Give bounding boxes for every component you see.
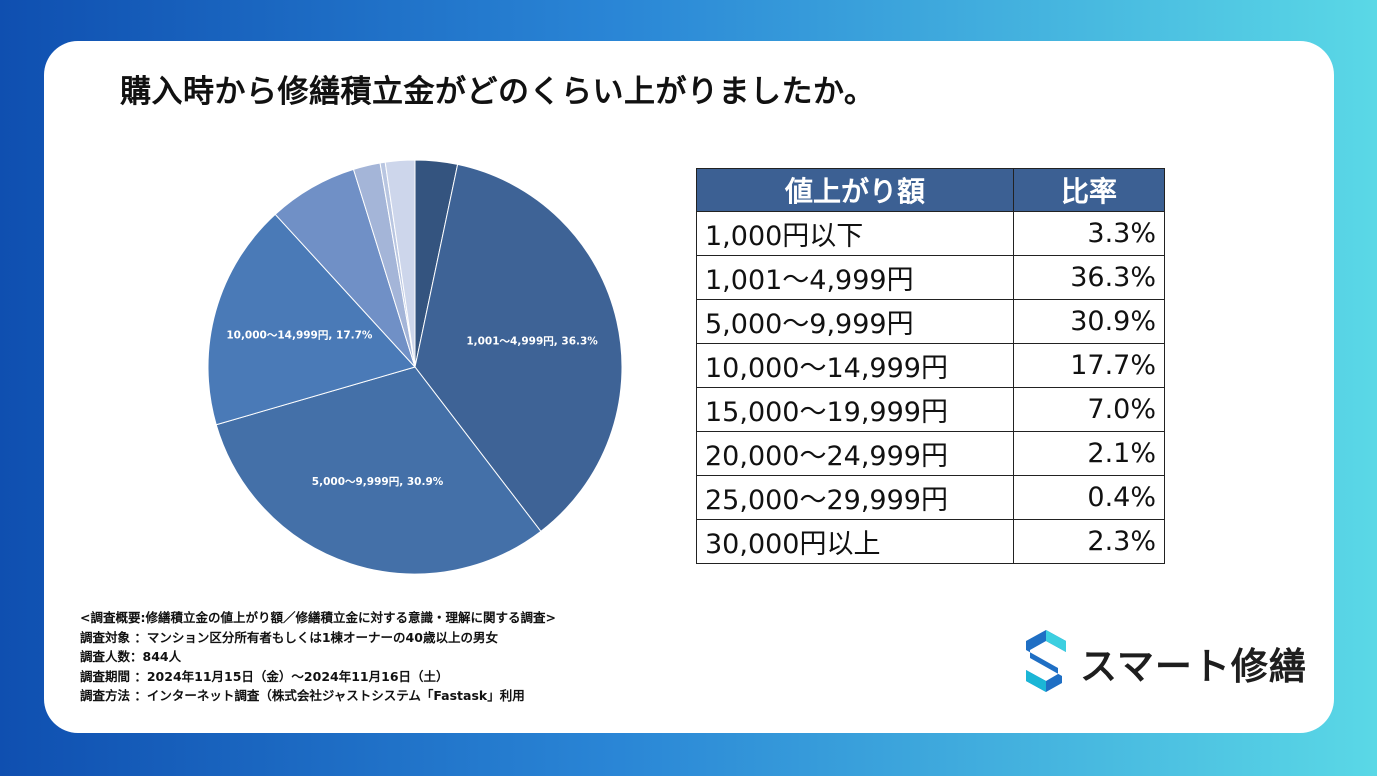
pie-chart: 1,001～4,999円, 36.3% 5,000～9,999円, 30.9% 10… bbox=[207, 159, 623, 575]
page-title: 購入時から修繕積立金がどのくらい上がりましたか。 bbox=[120, 74, 876, 110]
table-row: 1,000円以下 3.3% bbox=[696, 211, 1165, 256]
cell-range: 1,001～4,999円 bbox=[696, 255, 1014, 300]
notes-heading: <調査概要:修繕積立金の値上がり額／修繕積立金に対する意識・理解に関する調査> bbox=[80, 610, 556, 625]
cell-range: 1,000円以下 bbox=[696, 211, 1014, 256]
cell-ratio: 2.3% bbox=[1013, 519, 1165, 564]
pie-slice bbox=[414, 163, 623, 533]
cell-range: 10,000～14,999円 bbox=[696, 343, 1014, 388]
table-row: 15,000～19,999円 7.0% bbox=[696, 387, 1165, 432]
cell-ratio: 36.3% bbox=[1013, 255, 1165, 300]
cell-ratio: 17.7% bbox=[1013, 343, 1165, 388]
cell-range: 15,000～19,999円 bbox=[696, 387, 1014, 432]
table-row: 10,000～14,999円 17.7% bbox=[696, 343, 1165, 388]
table-row: 1,001～4,999円 36.3% bbox=[696, 255, 1165, 300]
pie-slice bbox=[384, 159, 416, 368]
pie-slice bbox=[215, 366, 542, 575]
table-row: 20,000～24,999円 2.1% bbox=[696, 431, 1165, 476]
pie-data-label: 1,001～4,999円, 36.3% bbox=[466, 335, 598, 347]
header-amount: 値上がり額 bbox=[696, 168, 1014, 212]
table-row: 5,000～9,999円 30.9% bbox=[696, 299, 1165, 344]
cell-ratio: 30.9% bbox=[1013, 299, 1165, 344]
logo-text: スマート修繕 bbox=[1080, 645, 1307, 688]
pie-data-label: 5,000～9,999円, 30.9% bbox=[312, 476, 444, 488]
table-row: 25,000～29,999円 0.4% bbox=[696, 475, 1165, 520]
pie-data-label: 10,000～14,999円, 17.7% bbox=[226, 330, 373, 342]
cell-range: 25,000～29,999円 bbox=[696, 475, 1014, 520]
rate-table: 値上がり額 比率 1,000円以下 3.3% 1,001～4,999円 36.3% … bbox=[696, 168, 1165, 564]
s-logo-icon bbox=[1026, 630, 1066, 692]
notes-line: 調査期間 ：2024年11月15日（金）～2024年11月16日（土） bbox=[80, 668, 449, 684]
table-header-row: 値上がり額 比率 bbox=[696, 168, 1165, 212]
notes-line: 調査人数：844人 bbox=[80, 649, 182, 664]
survey-notes: <調査概要:修繕積立金の値上がり額／修繕積立金に対する意識・理解に関する調査> … bbox=[80, 608, 556, 706]
cell-range: 5,000～9,999円 bbox=[696, 299, 1014, 344]
table-row: 30,000円以上 2.3% bbox=[696, 519, 1165, 564]
notes-line: 調査方法 ：インターネット調査（株式会社ジャストシステム「Fastask」利用 bbox=[80, 688, 525, 703]
notes-line: 調査対象 ：マンション区分所有者もしくは1棟オーナーの40歳以上の男女 bbox=[80, 629, 498, 645]
pie-slice bbox=[207, 213, 416, 426]
brand-logo: スマート修繕 bbox=[1022, 628, 1312, 694]
cell-ratio: 0.4% bbox=[1013, 475, 1165, 520]
cell-range: 20,000～24,999円 bbox=[696, 431, 1014, 476]
cell-ratio: 7.0% bbox=[1013, 387, 1165, 432]
cell-ratio: 3.3% bbox=[1013, 211, 1165, 256]
cell-ratio: 2.1% bbox=[1013, 431, 1165, 476]
header-ratio: 比率 bbox=[1013, 168, 1165, 212]
cell-range: 30,000円以上 bbox=[696, 519, 1014, 564]
